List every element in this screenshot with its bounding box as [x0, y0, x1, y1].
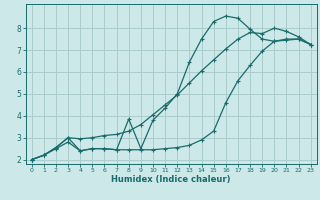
X-axis label: Humidex (Indice chaleur): Humidex (Indice chaleur) [111, 175, 231, 184]
